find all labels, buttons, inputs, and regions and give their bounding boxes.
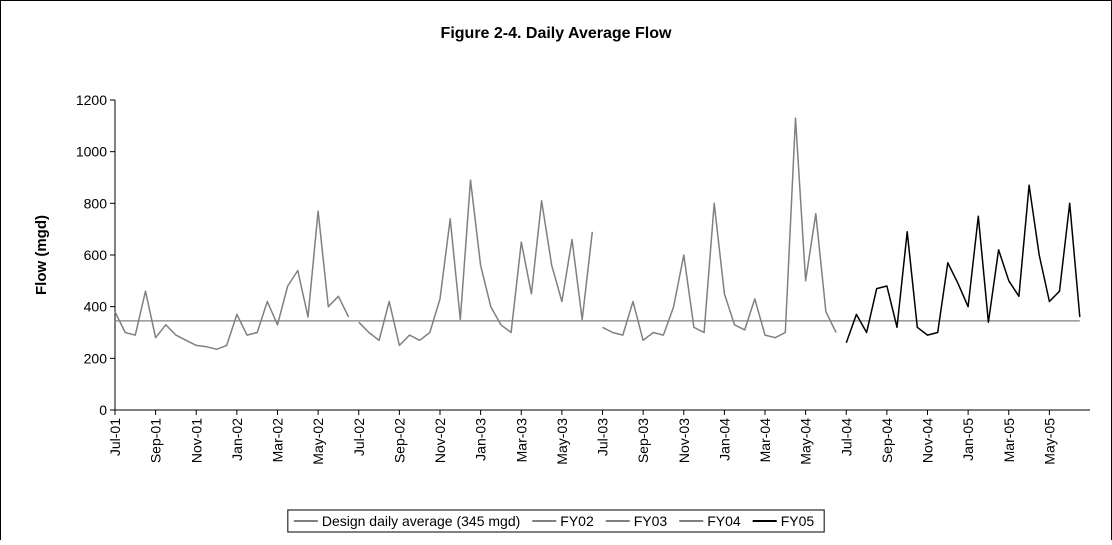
x-tick-label: Sep-03: [635, 418, 651, 463]
y-tick-label: 1000: [76, 144, 107, 160]
x-tick-label: Jul-02: [351, 418, 367, 456]
x-tick-label: Jul-04: [838, 418, 854, 456]
series-line: [358, 179, 594, 347]
legend-label: Design daily average (345 mgd): [322, 513, 520, 529]
x-tick-label: Nov-02: [432, 418, 448, 463]
legend-label: FY04: [707, 513, 741, 529]
x-tick-label: Jul-03: [595, 418, 611, 456]
y-tick-label: 200: [84, 350, 108, 366]
x-tick-label: Jan-04: [716, 418, 732, 461]
y-axis-label: Flow (mgd): [33, 215, 50, 295]
x-tick-label: Jan-05: [960, 418, 976, 461]
x-tick-label: Sep-01: [148, 418, 164, 463]
x-tick-label: May-05: [1041, 418, 1057, 465]
chart-title: Figure 2-4. Daily Average Flow: [441, 25, 672, 42]
x-tick-label: Nov-03: [676, 418, 692, 463]
x-tick-label: Nov-04: [920, 418, 936, 463]
series-line: [114, 210, 350, 351]
x-tick-label: Jan-02: [229, 418, 245, 461]
x-tick-label: Mar-05: [1001, 418, 1017, 463]
series-line: [845, 184, 1081, 344]
x-tick-label: May-04: [798, 418, 814, 465]
y-tick-label: 1200: [76, 92, 107, 108]
x-tick-label: May-03: [554, 418, 570, 465]
legend-label: FY03: [634, 513, 668, 529]
x-tick-label: Jan-03: [473, 418, 489, 461]
x-tick-label: Sep-04: [879, 418, 895, 463]
x-tick-label: Mar-02: [270, 418, 286, 463]
legend-label: FY02: [560, 513, 594, 529]
y-tick-label: 400: [84, 299, 108, 315]
x-tick-label: Nov-01: [188, 418, 204, 463]
y-tick-label: 800: [84, 195, 108, 211]
series-line: [602, 117, 837, 342]
y-tick-label: 0: [99, 402, 107, 418]
y-tick-label: 600: [84, 247, 108, 263]
x-tick-label: Mar-04: [757, 418, 773, 463]
x-tick-label: Jul-01: [107, 418, 123, 456]
x-tick-label: May-02: [310, 418, 326, 465]
x-tick-label: Sep-02: [391, 418, 407, 463]
x-tick-label: Mar-03: [513, 418, 529, 463]
legend-label: FY05: [781, 513, 815, 529]
